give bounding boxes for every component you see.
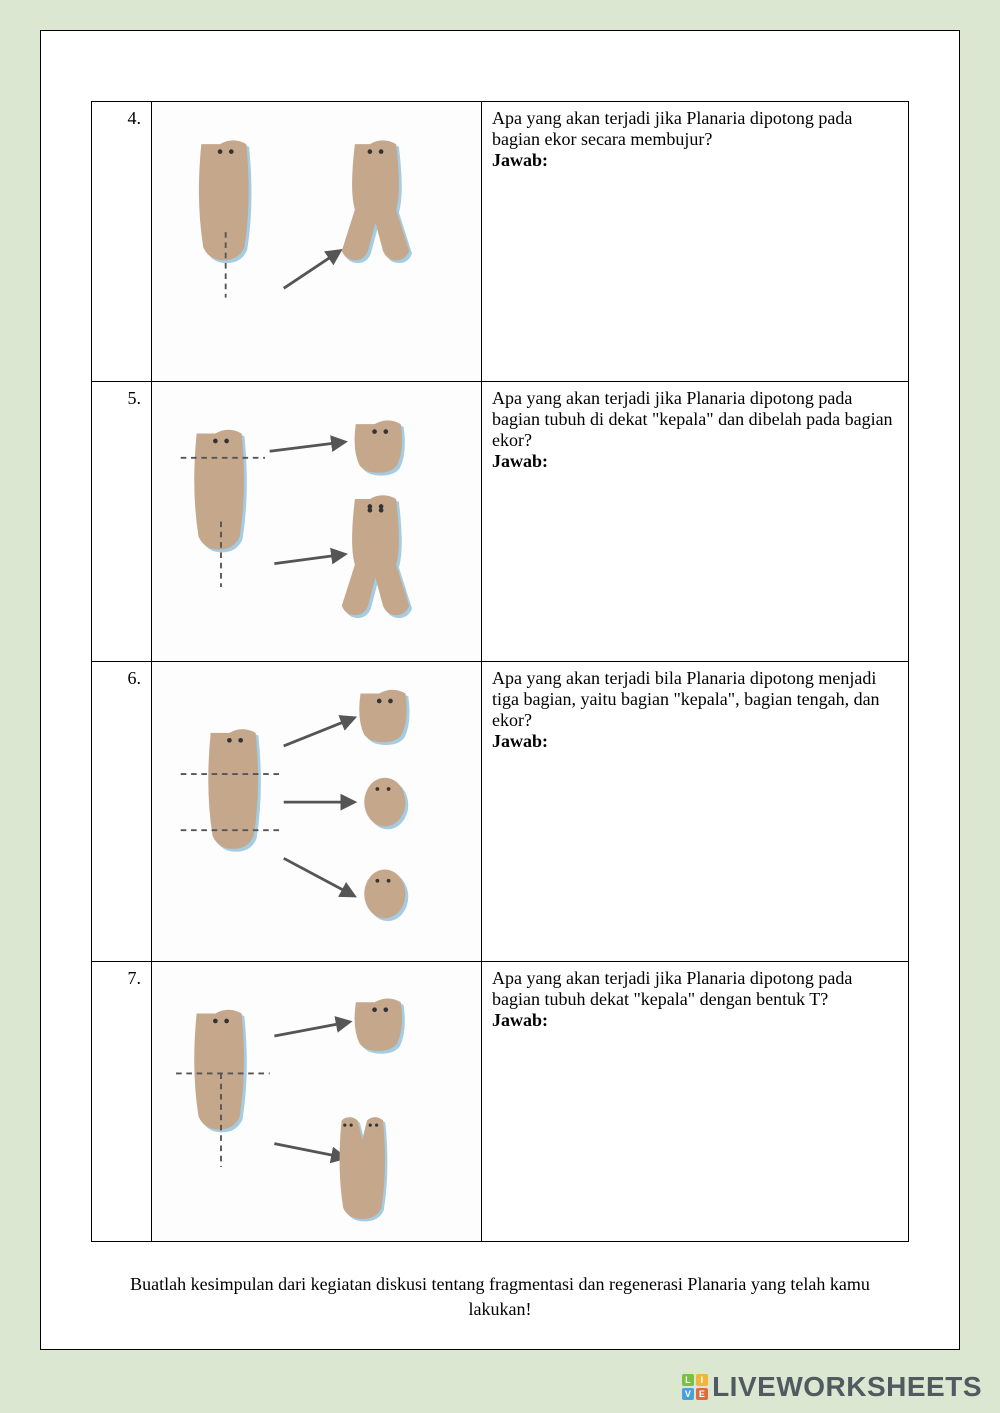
planaria-diagram-t-cut bbox=[162, 968, 471, 1235]
diagram-cell-5 bbox=[152, 382, 482, 662]
question-cell[interactable]: Apa yang akan terjadi jika Planaria dipo… bbox=[482, 382, 909, 662]
answer-label: Jawab: bbox=[492, 451, 548, 471]
conclusion-prompt: Buatlah kesimpulan dari kegiatan diskusi… bbox=[91, 1272, 909, 1322]
question-number: 4. bbox=[92, 102, 152, 382]
question-text: Apa yang akan terjadi jika Planaria dipo… bbox=[492, 388, 893, 450]
question-number: 7. bbox=[92, 962, 152, 1242]
planaria-diagram-tail-split bbox=[162, 108, 471, 375]
watermark-text: LIVEWORKSHEETS bbox=[712, 1371, 982, 1403]
table-row: 5. Apa yang akan terjadi jika Planaria d… bbox=[92, 382, 909, 662]
planaria-diagram-head-tail-split bbox=[162, 388, 471, 655]
table-row: 6. Apa yang akan terjadi bila Pl bbox=[92, 662, 909, 962]
table-row: 4. Apa yang akan terjadi jika Planaria d… bbox=[92, 102, 909, 382]
question-cell[interactable]: Apa yang akan terjadi bila Planaria dipo… bbox=[482, 662, 909, 962]
questions-table: 4. Apa yang akan terjadi jika Planaria d… bbox=[91, 101, 909, 1242]
question-text: Apa yang akan terjadi jika Planaria dipo… bbox=[492, 108, 852, 149]
answer-label: Jawab: bbox=[492, 1010, 548, 1030]
question-text: Apa yang akan terjadi bila Planaria dipo… bbox=[492, 668, 880, 730]
liveworksheets-watermark: LIVE LIVEWORKSHEETS bbox=[682, 1371, 982, 1403]
worksheet-page: 4. Apa yang akan terjadi jika Planaria d… bbox=[40, 30, 960, 1350]
question-number: 5. bbox=[92, 382, 152, 662]
question-text: Apa yang akan terjadi jika Planaria dipo… bbox=[492, 968, 852, 1009]
table-row: 7. Apa yang akan terjadi jika Planaria d… bbox=[92, 962, 909, 1242]
diagram-cell-7 bbox=[152, 962, 482, 1242]
planaria-diagram-three-parts bbox=[162, 668, 471, 955]
diagram-cell-6 bbox=[152, 662, 482, 962]
answer-label: Jawab: bbox=[492, 150, 548, 170]
watermark-badge-icon: LIVE bbox=[682, 1374, 708, 1400]
answer-label: Jawab: bbox=[492, 731, 548, 751]
question-cell[interactable]: Apa yang akan terjadi jika Planaria dipo… bbox=[482, 102, 909, 382]
question-number: 6. bbox=[92, 662, 152, 962]
question-cell[interactable]: Apa yang akan terjadi jika Planaria dipo… bbox=[482, 962, 909, 1242]
diagram-cell-4 bbox=[152, 102, 482, 382]
